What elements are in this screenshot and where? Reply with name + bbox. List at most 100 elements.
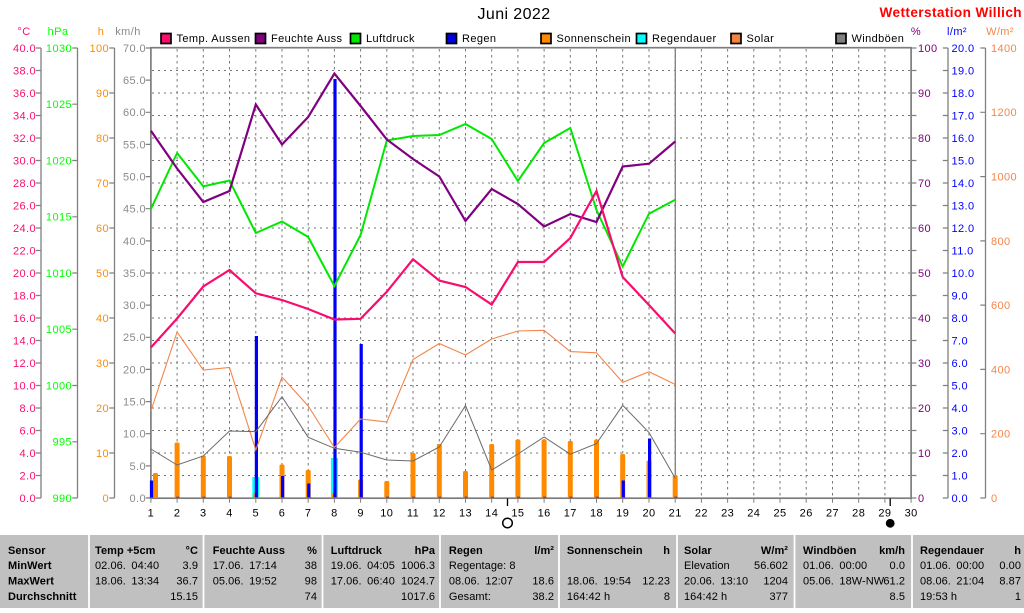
svg-text:km/h: km/h — [879, 545, 905, 557]
svg-text:70: 70 — [96, 178, 109, 190]
svg-text:18.6: 18.6 — [532, 576, 554, 588]
svg-text:18.0: 18.0 — [13, 290, 36, 302]
svg-text:1020: 1020 — [46, 155, 72, 167]
svg-text:19.06. 04:05: 19.06. 04:05 — [331, 560, 395, 572]
svg-text:100: 100 — [918, 43, 938, 55]
svg-text:19.0: 19.0 — [952, 65, 975, 77]
svg-text:h: h — [1014, 545, 1021, 557]
svg-text:164:42 h: 164:42 h — [567, 591, 610, 603]
svg-text:14.0: 14.0 — [952, 178, 975, 190]
svg-text:50.0: 50.0 — [123, 172, 146, 184]
svg-text:3.0: 3.0 — [952, 425, 969, 437]
svg-text:12.23: 12.23 — [642, 576, 670, 588]
svg-text:1006.3: 1006.3 — [401, 560, 435, 572]
svg-text:%: % — [307, 545, 317, 557]
svg-text:4.0: 4.0 — [952, 403, 969, 415]
svg-text:60.0: 60.0 — [123, 107, 146, 119]
svg-text:80: 80 — [918, 133, 931, 145]
svg-text:400: 400 — [991, 364, 1011, 376]
svg-text:0.0: 0.0 — [130, 493, 147, 505]
svg-text:19:53 h: 19:53 h — [920, 591, 957, 603]
svg-text:15.0: 15.0 — [123, 397, 146, 409]
svg-text:9: 9 — [357, 508, 364, 520]
svg-text:Regendauer: Regendauer — [920, 545, 985, 557]
svg-text:45.0: 45.0 — [123, 204, 146, 216]
svg-text:1.0: 1.0 — [952, 470, 969, 482]
svg-text:56.602: 56.602 — [754, 560, 788, 572]
svg-text:10: 10 — [918, 448, 931, 460]
svg-text:8.87: 8.87 — [999, 576, 1021, 588]
svg-text:1200: 1200 — [991, 107, 1017, 119]
svg-text:30: 30 — [96, 358, 109, 370]
svg-text:10.0: 10.0 — [13, 380, 36, 392]
svg-text:23: 23 — [721, 508, 734, 520]
svg-text:km/h: km/h — [115, 26, 140, 38]
svg-text:17: 17 — [564, 508, 577, 520]
svg-text:20: 20 — [642, 508, 655, 520]
svg-text:10: 10 — [380, 508, 393, 520]
svg-text:18: 18 — [590, 508, 603, 520]
svg-text:2.0: 2.0 — [952, 448, 969, 460]
svg-text:16: 16 — [538, 508, 551, 520]
svg-text:27: 27 — [826, 508, 839, 520]
svg-text:30: 30 — [918, 358, 931, 370]
svg-text:40: 40 — [96, 313, 109, 325]
svg-text:12.0: 12.0 — [952, 223, 975, 235]
svg-text:20: 20 — [96, 403, 109, 415]
svg-text:18.06. 13:34: 18.06. 13:34 — [95, 576, 159, 588]
svg-text:Sensor: Sensor — [8, 545, 46, 557]
svg-text:38: 38 — [305, 560, 317, 572]
svg-text:25.0: 25.0 — [123, 332, 146, 344]
svg-text:1000: 1000 — [991, 172, 1017, 184]
svg-text:Temp. Aussen: Temp. Aussen — [177, 33, 251, 45]
svg-text:h: h — [663, 545, 670, 557]
svg-text:40: 40 — [918, 313, 931, 325]
svg-text:28.0: 28.0 — [13, 178, 36, 190]
svg-text:20.0: 20.0 — [13, 268, 36, 280]
svg-text:6: 6 — [279, 508, 286, 520]
svg-text:4: 4 — [226, 508, 233, 520]
svg-text:3: 3 — [200, 508, 207, 520]
svg-text:100: 100 — [89, 43, 109, 55]
svg-text:98: 98 — [305, 576, 317, 588]
svg-text:°C: °C — [17, 26, 30, 38]
svg-text:1017.6: 1017.6 — [401, 591, 435, 603]
svg-text:25: 25 — [773, 508, 786, 520]
svg-text:Sonnenschein: Sonnenschein — [557, 33, 632, 45]
svg-text:1204: 1204 — [763, 576, 788, 588]
svg-text:8.0: 8.0 — [20, 403, 37, 415]
svg-text:0: 0 — [102, 493, 109, 505]
svg-text:02.06. 04:40: 02.06. 04:40 — [95, 560, 159, 572]
svg-text:22: 22 — [695, 508, 708, 520]
svg-text:0: 0 — [991, 493, 998, 505]
svg-text:990: 990 — [52, 493, 72, 505]
svg-text:30: 30 — [905, 508, 918, 520]
svg-text:8.0: 8.0 — [952, 313, 969, 325]
svg-text:Feuchte Auss: Feuchte Auss — [213, 545, 285, 557]
svg-text:Windböen: Windböen — [803, 545, 857, 557]
svg-text:MaxWert: MaxWert — [8, 576, 54, 588]
svg-text:17.06. 06:40: 17.06. 06:40 — [331, 576, 395, 588]
svg-text:24.0: 24.0 — [13, 223, 36, 235]
svg-text:15: 15 — [511, 508, 524, 520]
svg-text:W/m²: W/m² — [986, 26, 1014, 38]
svg-text:Gesamt:: Gesamt: — [449, 591, 491, 603]
svg-text:1: 1 — [1015, 591, 1021, 603]
svg-text:Sonnenschein: Sonnenschein — [567, 545, 643, 557]
svg-text:18.0: 18.0 — [952, 88, 975, 100]
svg-text:W/m²: W/m² — [761, 545, 788, 557]
svg-text:15.15: 15.15 — [170, 591, 198, 603]
svg-text:Juni 2022: Juni 2022 — [478, 6, 551, 23]
svg-text:l/m²: l/m² — [947, 26, 967, 38]
svg-text:90: 90 — [96, 88, 109, 100]
svg-text:Durchschnitt: Durchschnitt — [8, 591, 77, 603]
svg-text:Regendauer: Regendauer — [652, 33, 717, 45]
svg-text:20.0: 20.0 — [952, 43, 975, 55]
svg-text:11: 11 — [407, 508, 419, 520]
svg-text:10: 10 — [96, 448, 109, 460]
svg-text:90: 90 — [918, 88, 931, 100]
svg-text:13.0: 13.0 — [952, 200, 975, 212]
svg-text:36.7: 36.7 — [176, 576, 198, 588]
svg-text:0: 0 — [918, 493, 925, 505]
svg-text:26.0: 26.0 — [13, 200, 36, 212]
